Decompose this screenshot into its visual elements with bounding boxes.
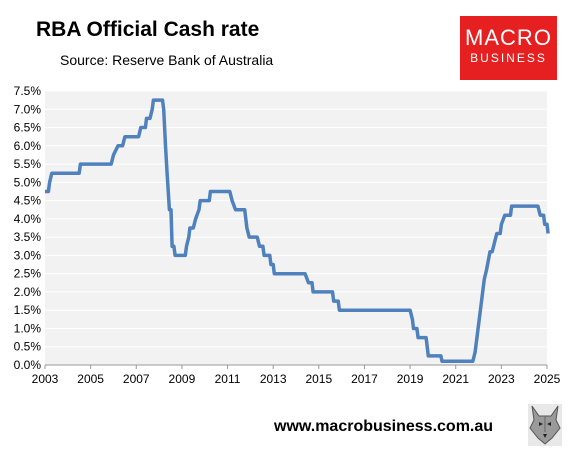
y-tick-label: 1.5% [14,303,42,317]
x-tick-label: 2009 [169,372,196,386]
cash-rate-series-line [45,98,550,364]
logo-line-2: BUSINESS [470,51,547,65]
y-tick-label: 5.0% [14,175,42,189]
chart-source-note: Source: Reserve Bank of Australia [60,52,274,68]
x-tick-label: 2003 [32,372,59,386]
logo-line-1: MACRO [465,25,552,50]
footer-website-link[interactable]: www.macrobusiness.com.au [274,418,494,435]
x-tick-label: 2023 [488,372,515,386]
x-tick-label: 2005 [77,372,104,386]
x-axis-tick-labels: 2003 2005 2007 2009 2011 2013 2015 2017 2019 2021… [32,365,561,386]
gridlines [45,90,547,348]
y-tick-label: 0.0% [14,358,42,372]
page-title: RBA Official Cash rate [36,18,260,41]
x-tick-label: 2019 [397,372,424,386]
y-tick-label: 4.0% [14,212,42,226]
y-tick-label: 1.0% [14,321,42,335]
y-tick-label: 3.0% [14,248,42,262]
plot-area [45,91,547,365]
x-tick-label: 2013 [260,372,287,386]
wolf-logo-icon [528,404,562,446]
y-axis-tick-labels: 0.0% 0.5% 1.0% 1.5% 2.0% 2.5% 3.0% 3.5% 4.0% 4.5%… [14,84,42,372]
y-tick-label: 3.5% [14,230,42,244]
y-tick-label: 2.0% [14,285,42,299]
x-tick-label: 2015 [305,372,332,386]
y-tick-label: 4.5% [14,194,42,208]
x-tick-label: 2011 [215,372,241,386]
y-tick-label: 5.5% [14,157,42,171]
x-tick-label: 2021 [442,372,469,386]
y-tick-label: 0.5% [14,340,42,354]
cash-rate-chart: 0.0% 0.5% 1.0% 1.5% 2.0% 2.5% 3.0% 3.5% 4.0% 4.5%… [14,84,561,386]
y-tick-label: 7.0% [14,102,42,116]
y-tick-label: 2.5% [14,267,42,281]
x-tick-label: 2025 [534,372,561,386]
x-tick-label: 2017 [351,372,378,386]
y-tick-label: 6.5% [14,121,42,135]
macrobusiness-logo: MACRO BUSINESS [460,16,557,80]
y-tick-label: 6.0% [14,139,42,153]
x-tick-label: 2007 [123,372,150,386]
y-tick-label: 7.5% [14,84,42,98]
